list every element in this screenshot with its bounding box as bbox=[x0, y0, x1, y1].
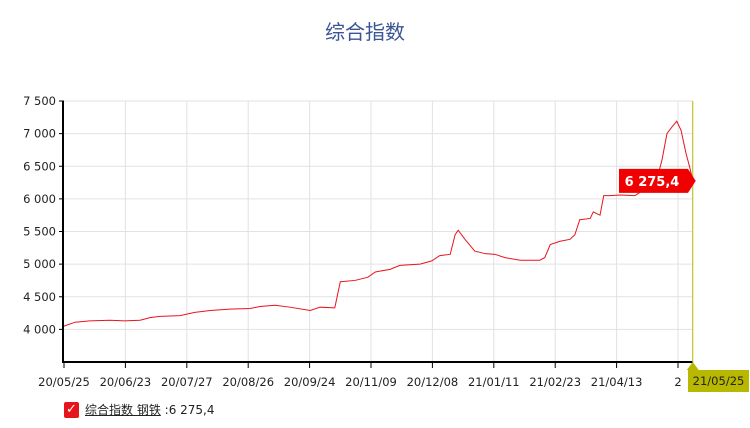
x-tick-label: 21/04/13 bbox=[591, 375, 643, 389]
y-tick-label: 6 000 bbox=[23, 192, 56, 206]
x-tick-label: 21/01/11 bbox=[468, 375, 520, 389]
crosshair-date-pointer bbox=[686, 362, 699, 370]
crosshair-date-badge bbox=[688, 370, 749, 392]
x-tick-label: 20/07/27 bbox=[161, 375, 213, 389]
y-tick-label: 5 000 bbox=[23, 257, 56, 271]
y-tick-label: 7 000 bbox=[23, 127, 56, 141]
y-tick-label: 5 500 bbox=[23, 225, 56, 239]
x-tick-label: 20/05/25 bbox=[38, 375, 90, 389]
value-tooltip bbox=[619, 168, 696, 193]
chart-title: 综合指数 bbox=[325, 20, 405, 44]
y-tick-label: 7 500 bbox=[23, 94, 56, 108]
x-tick-label: 21/02/23 bbox=[529, 375, 581, 389]
value-tooltip-label: 6 275,4 bbox=[625, 175, 680, 190]
x-tick-label: 20/09/24 bbox=[284, 375, 336, 389]
x-tick-label: 20/08/26 bbox=[222, 375, 274, 389]
legend-series-name[interactable]: 综合指数 钢铁 bbox=[85, 403, 161, 417]
legend[interactable]: ✓ 综合指数 钢铁 : 6 275,4 bbox=[64, 401, 215, 418]
y-tick-label: 4 000 bbox=[23, 322, 56, 336]
x-tick-label: 20/11/09 bbox=[345, 375, 397, 389]
x-tick-label: 20/06/23 bbox=[100, 375, 152, 389]
y-tick-label: 4 500 bbox=[23, 290, 56, 304]
x-tick-label: 2 bbox=[674, 375, 681, 389]
series-line bbox=[63, 120, 694, 327]
x-tick-label: 20/12/08 bbox=[407, 375, 459, 389]
y-tick-label: 6 500 bbox=[23, 159, 56, 173]
crosshair-date-label: 21/05/25 bbox=[693, 374, 745, 388]
checkbox-checked-icon[interactable]: ✓ bbox=[64, 401, 79, 418]
legend-separator: : bbox=[160, 402, 169, 417]
legend-value: 6 275,4 bbox=[168, 402, 215, 417]
